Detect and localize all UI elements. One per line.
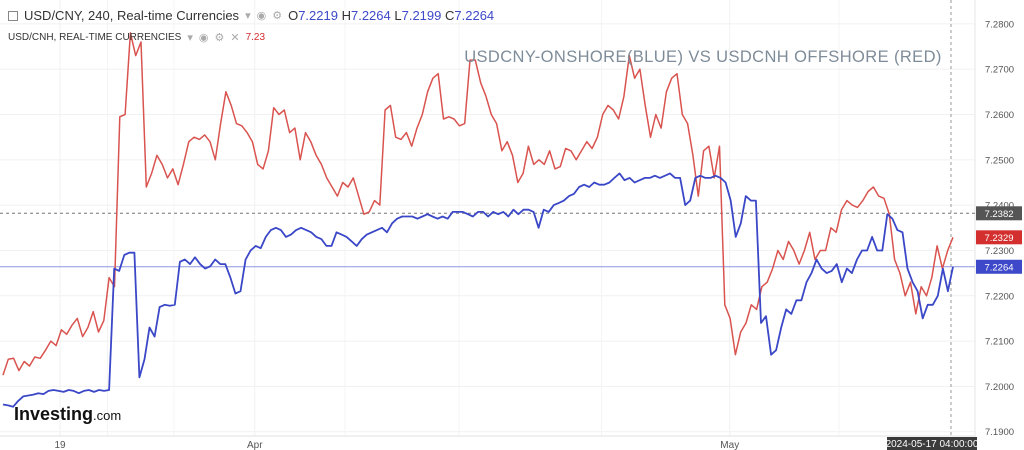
price-marker-tags: 7.2382 7.2329 7.2264	[976, 206, 1022, 274]
collapse-icon[interactable]	[8, 10, 18, 21]
price-tag	[976, 206, 1022, 221]
ohlc-readout: O7.2219 H7.2264 L7.2199 C7.2264	[288, 8, 495, 23]
brand-logo-suffix: .com	[93, 408, 122, 423]
price-tag-label: 7.2382	[984, 209, 1013, 220]
settings-icon[interactable]: ⚙	[272, 10, 283, 22]
price-marker-lines	[0, 212, 975, 268]
chevron-down-icon[interactable]: ▾	[245, 10, 251, 22]
series-line-blue	[2, 172, 954, 408]
price-tag-label: 7.2264	[984, 262, 1013, 273]
x-tick-label: Apr	[247, 440, 263, 450]
visibility-icon[interactable]: ◉	[198, 32, 209, 44]
price-tag-label: 7.2329	[984, 233, 1013, 244]
price-tag	[976, 259, 1022, 274]
y-tick-label: 7.1900	[985, 427, 1014, 438]
y-tick-label: 7.2300	[985, 246, 1014, 257]
y-tick-label: 7.2600	[985, 110, 1014, 121]
y-tick-label: 7.2200	[985, 291, 1014, 302]
y-tick-label: 7.2100	[985, 337, 1014, 348]
x-axis[interactable]: 19 Apr May	[54, 440, 739, 450]
y-tick-label: 7.2400	[985, 201, 1014, 212]
overlay-title[interactable]: USD/CNH, REAL-TIME CURRENCIES	[8, 32, 182, 43]
chart-title: USDCNY-ONSHORE(BLUE) VS USDCNH OFFSHORE …	[464, 48, 942, 66]
close-icon[interactable]: ✕	[230, 32, 240, 44]
brand-logo: Investing.com	[14, 404, 121, 425]
visibility-icon[interactable]: ◉	[256, 10, 267, 22]
symbol-header: USD/CNY, 240, Real-time Currencies ▾ ◉ ⚙…	[8, 8, 494, 23]
settings-icon[interactable]: ⚙	[214, 32, 225, 44]
overlay-value: 7.23	[245, 32, 266, 43]
overlay-header: USD/CNH, REAL-TIME CURRENCIES ▾ ◉ ⚙ ✕ 7.…	[8, 31, 265, 44]
price-tag	[976, 230, 1022, 245]
y-tick-label: 7.2800	[985, 19, 1014, 30]
time-readout-label: 2024-05-17 04:00:00	[886, 439, 979, 450]
series-lines	[2, 32, 954, 408]
x-tick-label: May	[720, 440, 739, 450]
symbol-title[interactable]: USD/CNY, 240, Real-time Currencies	[24, 8, 240, 23]
series-line-red	[2, 32, 954, 376]
y-tick-label: 7.2700	[985, 65, 1014, 76]
y-axis[interactable]: 7.1900 7.2000 7.2100 7.2200 7.2300 7.2400 7.25…	[985, 19, 1014, 438]
y-tick-label: 7.2000	[985, 382, 1014, 393]
chevron-down-icon[interactable]: ▾	[187, 32, 193, 44]
y-tick-label: 7.2500	[985, 155, 1014, 166]
time-readout: 2024-05-17 04:00:00	[886, 437, 979, 450]
x-tick-label: 19	[54, 440, 66, 450]
brand-logo-text: Investing	[14, 404, 94, 424]
grid	[0, 0, 975, 436]
